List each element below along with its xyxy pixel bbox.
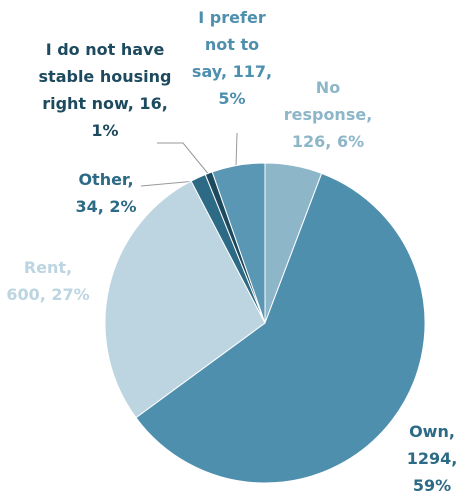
slice-label: I do not have stable housing right now, 16… bbox=[39, 40, 172, 140]
slice-label: Other, 34, 2% bbox=[75, 170, 136, 216]
slice-label: I prefer not to say, 117, 5% bbox=[192, 8, 272, 108]
label-line: No bbox=[316, 78, 340, 97]
label-line: 126, 6% bbox=[292, 132, 364, 151]
slice-label: Rent, 600, 27% bbox=[6, 258, 89, 304]
slice-label: Own, 1294, 59% bbox=[407, 422, 456, 495]
label-line: 1% bbox=[91, 121, 118, 140]
leader-line bbox=[157, 142, 211, 177]
label-line: response, bbox=[284, 105, 373, 124]
label-line: 34, 2% bbox=[75, 197, 136, 216]
label-line: 5% bbox=[218, 89, 245, 108]
label-line: Rent, bbox=[24, 258, 72, 277]
slice-label: No response, 126, 6% bbox=[284, 78, 373, 151]
pie-slice bbox=[211, 162, 266, 324]
label-line: 600, 27% bbox=[6, 285, 89, 304]
leader-line bbox=[140, 180, 197, 187]
pie-slice bbox=[135, 172, 426, 484]
label-line: right now, 16, bbox=[42, 94, 168, 113]
label-line: Own, bbox=[409, 422, 455, 441]
label-line: I prefer bbox=[198, 8, 266, 27]
label-line: I do not have bbox=[46, 40, 165, 59]
label-line: stable housing bbox=[39, 67, 172, 86]
label-line: 1294, bbox=[407, 449, 456, 468]
pie-slice bbox=[104, 180, 266, 419]
label-line: say, 117, bbox=[192, 62, 272, 81]
leader-line bbox=[235, 132, 238, 167]
label-line: Other, bbox=[78, 170, 133, 189]
label-line: 59% bbox=[413, 476, 451, 495]
label-line: not to bbox=[205, 35, 259, 54]
